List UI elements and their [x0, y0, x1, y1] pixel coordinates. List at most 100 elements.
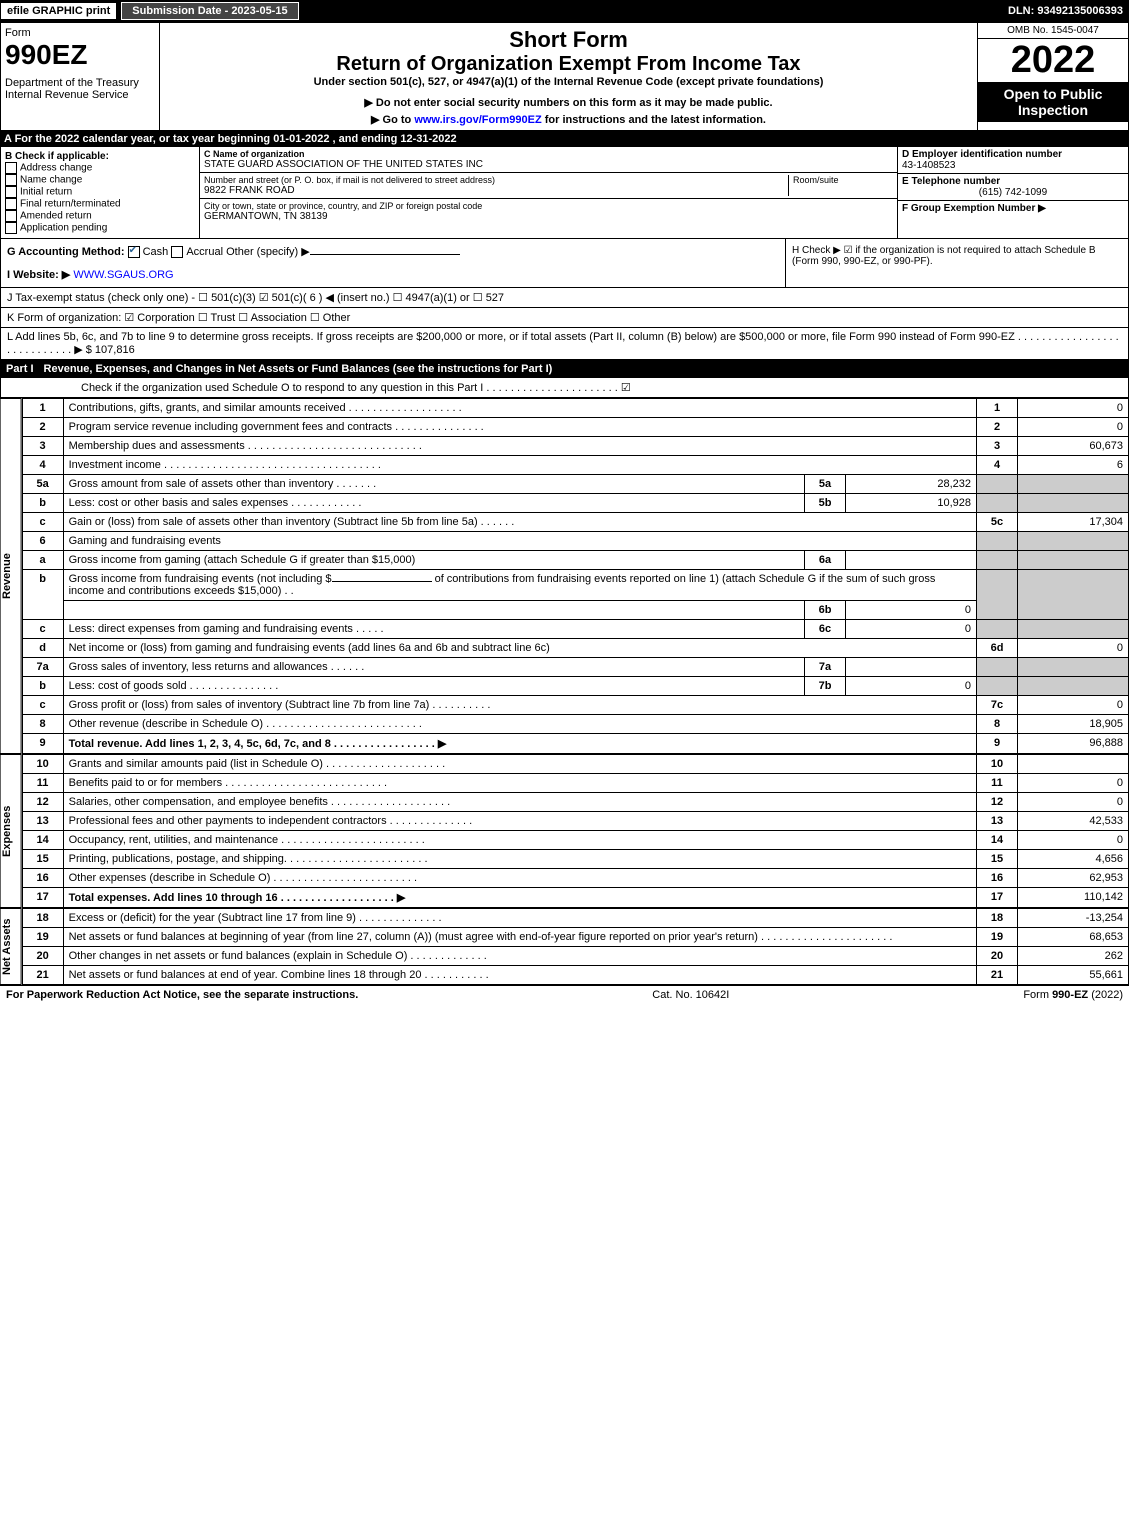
- form-word: Form: [5, 27, 155, 39]
- return-title: Return of Organization Exempt From Incom…: [164, 53, 973, 76]
- line-12: 12Salaries, other compensation, and empl…: [22, 793, 1128, 812]
- expenses-table: 10Grants and similar amounts paid (list …: [22, 754, 1129, 908]
- line-10: 10Grants and similar amounts paid (list …: [22, 755, 1128, 774]
- line-5c: cGain or (loss) from sale of assets othe…: [22, 513, 1128, 532]
- form-id-footer: Form 990-EZ (2022): [1023, 989, 1123, 1001]
- ein-value: 43-1408523: [902, 160, 1124, 171]
- c-city-label: City or town, state or province, country…: [204, 201, 893, 211]
- check-application-pending[interactable]: Application pending: [5, 222, 195, 234]
- check-name-change[interactable]: Name change: [5, 174, 195, 186]
- line-15: 15Printing, publications, postage, and s…: [22, 850, 1128, 869]
- e-phone-label: E Telephone number: [902, 176, 1124, 187]
- f-group-label: F Group Exemption Number ▶: [902, 203, 1124, 214]
- org-street: 9822 FRANK ROAD: [204, 185, 788, 196]
- irs-label: Internal Revenue Service: [5, 89, 155, 101]
- part1-check-o: Check if the organization used Schedule …: [0, 378, 1129, 398]
- section-h: H Check ▶ ☑ if the organization is not r…: [785, 239, 1128, 287]
- submission-date-label: Submission Date - 2023-05-15: [121, 2, 298, 20]
- header-center: Short Form Return of Organization Exempt…: [160, 23, 977, 130]
- part1-header: Part I Revenue, Expenses, and Changes in…: [0, 360, 1129, 378]
- line-7a: 7aGross sales of inventory, less returns…: [22, 658, 1128, 677]
- check-initial-return[interactable]: Initial return: [5, 186, 195, 198]
- omb-number: OMB No. 1545-0047: [978, 23, 1128, 39]
- expenses-section: Expenses 10Grants and similar amounts pa…: [0, 754, 1129, 908]
- section-j: J Tax-exempt status (check only one) - ☐…: [0, 288, 1129, 308]
- line-5a: 5aGross amount from sale of assets other…: [22, 475, 1128, 494]
- revenue-table: 1Contributions, gifts, grants, and simil…: [22, 398, 1129, 754]
- open-public-inspection: Open to Public Inspection: [978, 82, 1128, 122]
- expenses-sidebar-label: Expenses: [0, 754, 22, 908]
- check-amended-return[interactable]: Amended return: [5, 210, 195, 222]
- line-13: 13Professional fees and other payments t…: [22, 812, 1128, 831]
- line-1: 1Contributions, gifts, grants, and simil…: [22, 399, 1128, 418]
- line-6: 6Gaming and fundraising events: [22, 532, 1128, 551]
- header-right: OMB No. 1545-0047 2022 Open to Public In…: [977, 23, 1128, 130]
- form-header: Form 990EZ Department of the Treasury In…: [0, 22, 1129, 131]
- line-14: 14Occupancy, rent, utilities, and mainte…: [22, 831, 1128, 850]
- line-16: 16Other expenses (describe in Schedule O…: [22, 869, 1128, 888]
- b-heading: B Check if applicable:: [5, 151, 195, 162]
- form-number: 990EZ: [5, 39, 155, 71]
- section-def: D Employer identification number 43-1408…: [897, 147, 1128, 238]
- line-7c: cGross profit or (loss) from sales of in…: [22, 696, 1128, 715]
- section-l: L Add lines 5b, 6c, and 7b to line 9 to …: [0, 328, 1129, 360]
- line-17: 17Total expenses. Add lines 10 through 1…: [22, 888, 1128, 908]
- c-street-label: Number and street (or P. O. box, if mail…: [204, 175, 788, 185]
- section-g: G Accounting Method: Cash Accrual Other …: [1, 239, 785, 287]
- website-link[interactable]: WWW.SGAUS.ORG: [73, 269, 173, 281]
- room-suite-label: Room/suite: [788, 175, 893, 196]
- line-5b: bLess: cost or other basis and sales exp…: [22, 494, 1128, 513]
- part1-title: Revenue, Expenses, and Changes in Net As…: [44, 363, 553, 375]
- subtitle: Under section 501(c), 527, or 4947(a)(1)…: [164, 76, 973, 88]
- org-name: STATE GUARD ASSOCIATION OF THE UNITED ST…: [204, 159, 893, 170]
- tax-year: 2022: [978, 39, 1128, 82]
- header-left: Form 990EZ Department of the Treasury In…: [1, 23, 160, 130]
- line-11: 11Benefits paid to or for members . . . …: [22, 774, 1128, 793]
- line-3: 3Membership dues and assessments . . . .…: [22, 437, 1128, 456]
- paperwork-notice: For Paperwork Reduction Act Notice, see …: [6, 989, 358, 1001]
- line-18: 18Excess or (deficit) for the year (Subt…: [22, 909, 1128, 928]
- line-8: 8Other revenue (describe in Schedule O) …: [22, 715, 1128, 734]
- section-k: K Form of organization: ☑ Corporation ☐ …: [0, 308, 1129, 328]
- netassets-section: Net Assets 18Excess or (deficit) for the…: [0, 908, 1129, 985]
- part1-number: Part I: [6, 363, 44, 375]
- line-6d: dNet income or (loss) from gaming and fu…: [22, 639, 1128, 658]
- goto-note: ▶ Go to www.irs.gov/Form990EZ for instru…: [164, 113, 973, 126]
- dept-treasury: Department of the Treasury: [5, 77, 155, 89]
- cat-number: Cat. No. 10642I: [652, 989, 729, 1001]
- line-9: 9Total revenue. Add lines 1, 2, 3, 4, 5c…: [22, 734, 1128, 754]
- line-6b-val: 6b0: [22, 601, 1128, 620]
- dln-label: DLN: 93492135006393: [1008, 5, 1129, 17]
- section-c-orginfo: C Name of organization STATE GUARD ASSOC…: [200, 147, 897, 238]
- line-4: 4Investment income . . . . . . . . . . .…: [22, 456, 1128, 475]
- line-7b: bLess: cost of goods sold . . . . . . . …: [22, 677, 1128, 696]
- ssn-note: ▶ Do not enter social security numbers o…: [164, 96, 973, 109]
- g-label: G Accounting Method:: [7, 246, 125, 258]
- revenue-sidebar-label: Revenue: [0, 398, 22, 754]
- irs-link[interactable]: www.irs.gov/Form990EZ: [414, 114, 541, 126]
- line-21: 21Net assets or fund balances at end of …: [22, 966, 1128, 985]
- check-address-change[interactable]: Address change: [5, 162, 195, 174]
- page-footer: For Paperwork Reduction Act Notice, see …: [0, 985, 1129, 1004]
- org-city: GERMANTOWN, TN 38139: [204, 211, 893, 222]
- i-website-label: I Website: ▶: [7, 269, 70, 281]
- efile-print-label[interactable]: efile GRAPHIC print: [0, 2, 117, 20]
- line-2: 2Program service revenue including gover…: [22, 418, 1128, 437]
- section-b-checkboxes: B Check if applicable: Address change Na…: [1, 147, 200, 238]
- revenue-section: Revenue 1Contributions, gifts, grants, a…: [0, 398, 1129, 754]
- netassets-table: 18Excess or (deficit) for the year (Subt…: [22, 908, 1129, 985]
- phone-value: (615) 742-1099: [902, 187, 1124, 198]
- org-info-row: B Check if applicable: Address change Na…: [0, 147, 1129, 239]
- c-name-label: C Name of organization: [204, 149, 893, 159]
- section-a-taxyear: A For the 2022 calendar year, or tax yea…: [0, 131, 1129, 147]
- gh-row: G Accounting Method: Cash Accrual Other …: [0, 239, 1129, 288]
- top-bar: efile GRAPHIC print Submission Date - 20…: [0, 0, 1129, 22]
- accrual-checkbox[interactable]: [171, 246, 183, 258]
- d-ein-label: D Employer identification number: [902, 149, 1124, 160]
- line-6b: bGross income from fundraising events (n…: [22, 570, 1128, 601]
- short-form-title: Short Form: [164, 27, 973, 53]
- check-final-return[interactable]: Final return/terminated: [5, 198, 195, 210]
- netassets-sidebar-label: Net Assets: [0, 908, 22, 985]
- line-19: 19Net assets or fund balances at beginni…: [22, 928, 1128, 947]
- cash-checkbox[interactable]: [128, 246, 140, 258]
